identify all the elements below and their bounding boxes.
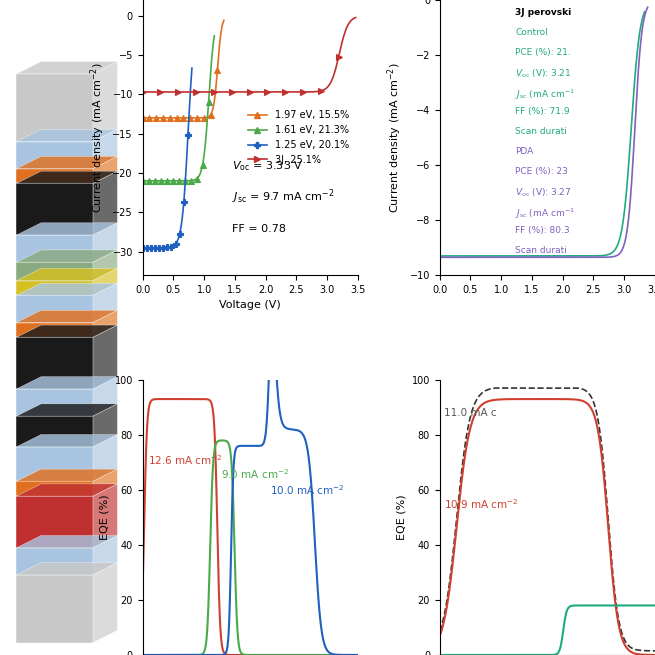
Text: $J_{\rm sc}$ (mA cm$^{-1}$: $J_{\rm sc}$ (mA cm$^{-1}$ [515, 206, 575, 221]
Y-axis label: Current density (mA cm$^{-2}$): Current density (mA cm$^{-2}$) [88, 62, 107, 213]
Polygon shape [16, 389, 93, 416]
Polygon shape [16, 484, 117, 496]
Text: FF (%): 71.9: FF (%): 71.9 [515, 107, 570, 117]
Text: Scan durati: Scan durati [515, 246, 567, 255]
Polygon shape [16, 404, 117, 416]
Text: 3J perovski: 3J perovski [515, 9, 571, 17]
Polygon shape [16, 469, 117, 481]
Polygon shape [16, 322, 93, 337]
Polygon shape [93, 484, 117, 548]
Polygon shape [93, 536, 117, 575]
Polygon shape [16, 183, 93, 235]
Polygon shape [16, 262, 93, 281]
Polygon shape [16, 337, 93, 389]
Text: $J_{\rm sc}$ = 9.7 mA cm$^{-2}$: $J_{\rm sc}$ = 9.7 mA cm$^{-2}$ [232, 187, 334, 206]
Polygon shape [16, 129, 117, 141]
Polygon shape [93, 435, 117, 481]
Polygon shape [16, 563, 117, 575]
Text: Scan durati: Scan durati [515, 127, 567, 136]
Polygon shape [16, 435, 117, 447]
Polygon shape [16, 235, 93, 262]
Polygon shape [16, 496, 93, 548]
Text: Control: Control [515, 28, 548, 37]
Polygon shape [93, 157, 117, 183]
Text: FF (%): 80.3: FF (%): 80.3 [515, 226, 570, 235]
Polygon shape [93, 377, 117, 416]
Polygon shape [16, 447, 93, 481]
Text: 11.0 mA c: 11.0 mA c [444, 407, 497, 418]
Polygon shape [16, 575, 93, 643]
Y-axis label: EQE (%): EQE (%) [396, 495, 406, 540]
Polygon shape [93, 404, 117, 447]
Polygon shape [16, 223, 117, 235]
Polygon shape [16, 548, 93, 575]
Polygon shape [16, 283, 117, 295]
Polygon shape [93, 223, 117, 262]
Polygon shape [93, 171, 117, 235]
Polygon shape [93, 325, 117, 389]
Polygon shape [16, 536, 117, 548]
Polygon shape [93, 250, 117, 281]
Y-axis label: Current density (mA cm$^{-2}$): Current density (mA cm$^{-2}$) [386, 62, 404, 213]
Polygon shape [16, 269, 117, 281]
Polygon shape [93, 563, 117, 643]
Polygon shape [16, 310, 117, 322]
Polygon shape [93, 129, 117, 169]
Text: 9.0 mA cm$^{-2}$: 9.0 mA cm$^{-2}$ [221, 467, 289, 481]
Polygon shape [93, 62, 117, 141]
Polygon shape [16, 295, 93, 322]
Y-axis label: EQE (%): EQE (%) [99, 495, 109, 540]
Text: FF = 0.78: FF = 0.78 [232, 224, 286, 234]
Text: $V_{\rm oc}$ (V): 3.21: $V_{\rm oc}$ (V): 3.21 [515, 67, 571, 80]
Polygon shape [16, 157, 117, 169]
Polygon shape [16, 141, 93, 169]
Polygon shape [16, 250, 117, 262]
X-axis label: Voltage (V): Voltage (V) [219, 301, 281, 310]
Text: $J_{\rm sc}$ (mA cm$^{-1}$: $J_{\rm sc}$ (mA cm$^{-1}$ [515, 88, 575, 102]
Polygon shape [93, 469, 117, 496]
Polygon shape [16, 169, 93, 183]
Polygon shape [16, 325, 117, 337]
Text: PCE (%): 23: PCE (%): 23 [515, 167, 568, 176]
Polygon shape [16, 416, 93, 447]
Text: 12.6 mA cm$^{-2}$: 12.6 mA cm$^{-2}$ [149, 453, 223, 467]
Polygon shape [93, 269, 117, 295]
Polygon shape [16, 171, 117, 183]
Text: PCE (%): 21.: PCE (%): 21. [515, 48, 571, 57]
Polygon shape [93, 310, 117, 337]
Text: 10.0 mA cm$^{-2}$: 10.0 mA cm$^{-2}$ [271, 483, 345, 497]
Polygon shape [16, 481, 93, 496]
Text: 10.9 mA cm$^{-2}$: 10.9 mA cm$^{-2}$ [444, 497, 519, 511]
Legend: 1.97 eV, 15.5%, 1.61 eV, 21.3%, 1.25 eV, 20.1%, 3J, 25.1%: 1.97 eV, 15.5%, 1.61 eV, 21.3%, 1.25 eV,… [244, 106, 353, 169]
Polygon shape [16, 377, 117, 389]
Polygon shape [16, 74, 93, 141]
Polygon shape [16, 62, 117, 74]
Text: PDA: PDA [515, 147, 533, 156]
Text: $V_{\rm oc}$ (V): 3.27: $V_{\rm oc}$ (V): 3.27 [515, 187, 572, 199]
Polygon shape [16, 281, 93, 295]
Text: $V_{\rm oc}$ = 3.33 V: $V_{\rm oc}$ = 3.33 V [232, 159, 303, 173]
Polygon shape [93, 283, 117, 322]
